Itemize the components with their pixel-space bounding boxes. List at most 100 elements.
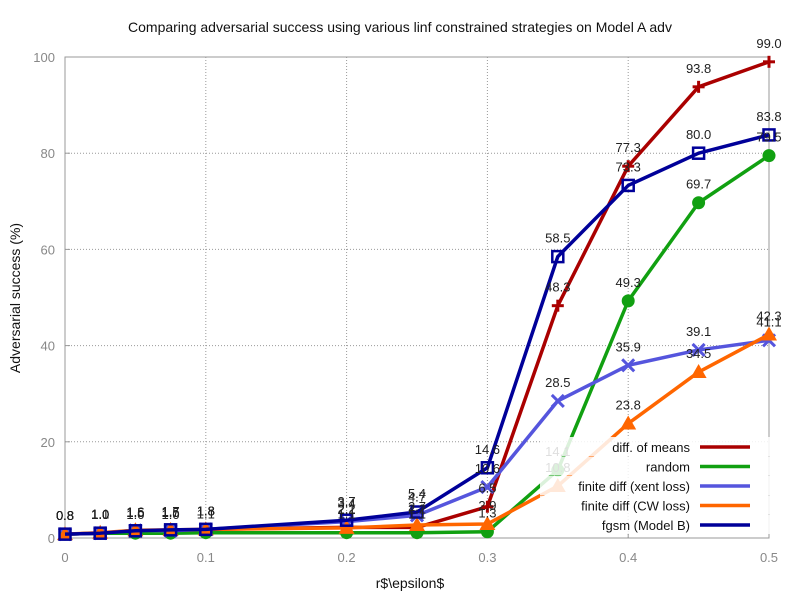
legend-entry-background — [540, 456, 770, 476]
data-label: 28.5 — [545, 375, 570, 390]
data-label: 35.9 — [616, 339, 641, 354]
square-marker — [691, 146, 706, 160]
data-label: 1.0 — [126, 507, 144, 522]
data-label: 3.7 — [338, 494, 356, 509]
data-label: 1.0 — [91, 507, 109, 522]
data-label: 48.3 — [545, 280, 570, 295]
triangle-marker — [690, 364, 707, 379]
legend-item: finite diff (xent loss) — [540, 476, 770, 495]
data-label: 1.5 — [162, 505, 180, 520]
y-tick-label: 20 — [41, 435, 55, 450]
data-label: 41.1 — [756, 314, 781, 329]
data-label: 34.5 — [686, 346, 711, 361]
data-label: 1.8 — [197, 503, 215, 518]
square-marker — [410, 505, 424, 519]
legend-label: finite diff (CW loss) — [581, 499, 690, 514]
legend-item: finite diff (CW loss) — [540, 495, 770, 515]
data-label: 14.6 — [475, 442, 500, 457]
data-label: 77.3 — [616, 140, 641, 155]
data-label: 1.7 — [162, 504, 180, 519]
data-labels: 0.8 1.0 1.5 1.5 1.8 2.2 2.26.548.377.393.899.0… — [56, 36, 782, 523]
y-tick-label: 0 — [48, 531, 55, 546]
axis-ticks: 0 0.1 0.2 0.3 0.4 0.5 0 20 40 60 80 100 — [33, 50, 778, 565]
data-label: 1.8 — [197, 503, 215, 518]
data-label: 58.5 — [545, 231, 570, 246]
data-label: 0.8 — [56, 508, 74, 523]
data-label: 1.0 — [91, 507, 109, 522]
circle-marker — [621, 294, 635, 308]
data-label: 0.8 — [56, 508, 74, 523]
legend-entry-background — [540, 437, 770, 456]
square-marker — [163, 523, 178, 537]
data-label: 0.8 — [56, 508, 74, 523]
data-label: 1.7 — [162, 504, 180, 519]
data-label: 1.8 — [197, 503, 215, 518]
x-tick-label: 0 — [61, 550, 68, 565]
plus-marker — [692, 80, 705, 93]
data-label: 23.8 — [616, 398, 641, 413]
legend-label: fgsm (Model B) — [602, 518, 690, 533]
triangle-marker — [761, 326, 777, 341]
data-label: 5.4 — [408, 486, 426, 501]
square-marker — [551, 249, 565, 264]
data-label: 1.1 — [338, 507, 356, 522]
data-label: 1.6 — [126, 504, 144, 519]
cross-marker — [621, 358, 636, 373]
data-label: 2.2 — [338, 501, 356, 516]
square-marker — [621, 178, 635, 193]
triangle-marker — [479, 516, 496, 531]
data-label: 83.8 — [756, 109, 781, 124]
data-label: 1.0 — [91, 507, 109, 522]
x-axis-label: r$\epsilon$ — [376, 575, 445, 591]
legend-entry-background — [540, 495, 770, 515]
data-label: 99.0 — [756, 36, 781, 51]
triangle-marker — [620, 415, 637, 430]
data-label: 1.1 — [197, 507, 215, 522]
data-label: 42.3 — [756, 309, 781, 324]
circle-marker — [762, 149, 776, 163]
x-tick-label: 0.3 — [478, 550, 496, 565]
data-label: 0.8 — [56, 508, 74, 523]
data-label: 2.9 — [478, 498, 496, 513]
square-marker — [762, 128, 776, 142]
plus-marker — [551, 299, 564, 312]
legend-entry-background — [540, 515, 770, 534]
x-tick-label: 0.5 — [760, 550, 778, 565]
data-label: 1.1 — [408, 507, 426, 522]
data-label: 1.1 — [91, 507, 109, 522]
data-label: 80.0 — [686, 127, 711, 142]
series-fgsm-model-b- — [58, 128, 776, 541]
data-label: 1.8 — [197, 503, 215, 518]
legend-item: fgsm (Model B) — [540, 515, 770, 534]
data-label: 6.5 — [478, 481, 496, 496]
y-tick-label: 100 — [33, 50, 55, 65]
data-label: 79.5 — [756, 130, 781, 145]
data-label: 73.3 — [616, 159, 641, 174]
data-label: 2.1 — [338, 502, 356, 517]
plus-marker — [622, 160, 635, 173]
legend: diff. of means random finite diff (xent lo… — [540, 437, 770, 534]
legend-label: random — [646, 460, 690, 475]
data-label: 1.6 — [126, 504, 144, 519]
x-tick-label: 0.4 — [619, 550, 637, 565]
data-label: 2.2 — [408, 501, 426, 516]
data-label: 1.5 — [162, 505, 180, 520]
legend-label: finite diff (xent loss) — [578, 479, 690, 494]
data-label: 4.7 — [408, 489, 426, 504]
data-label: 1.0 — [162, 507, 180, 522]
data-label: 39.1 — [686, 324, 711, 339]
data-label: 49.3 — [616, 275, 641, 290]
data-label: 1.3 — [478, 506, 496, 521]
plus-marker — [763, 55, 775, 68]
data-label: 69.7 — [686, 177, 711, 192]
triangle-marker — [409, 517, 425, 532]
y-tick-label: 80 — [41, 146, 55, 161]
square-marker — [480, 461, 495, 475]
data-label: 0.8 — [56, 508, 74, 523]
legend-item: diff. of means — [540, 437, 770, 456]
plus-marker — [481, 500, 494, 513]
chart-title: Comparing adversarial success using vari… — [128, 19, 672, 35]
legend-item: random — [540, 456, 770, 476]
data-label: 93.8 — [686, 61, 711, 76]
square-marker — [199, 522, 213, 537]
